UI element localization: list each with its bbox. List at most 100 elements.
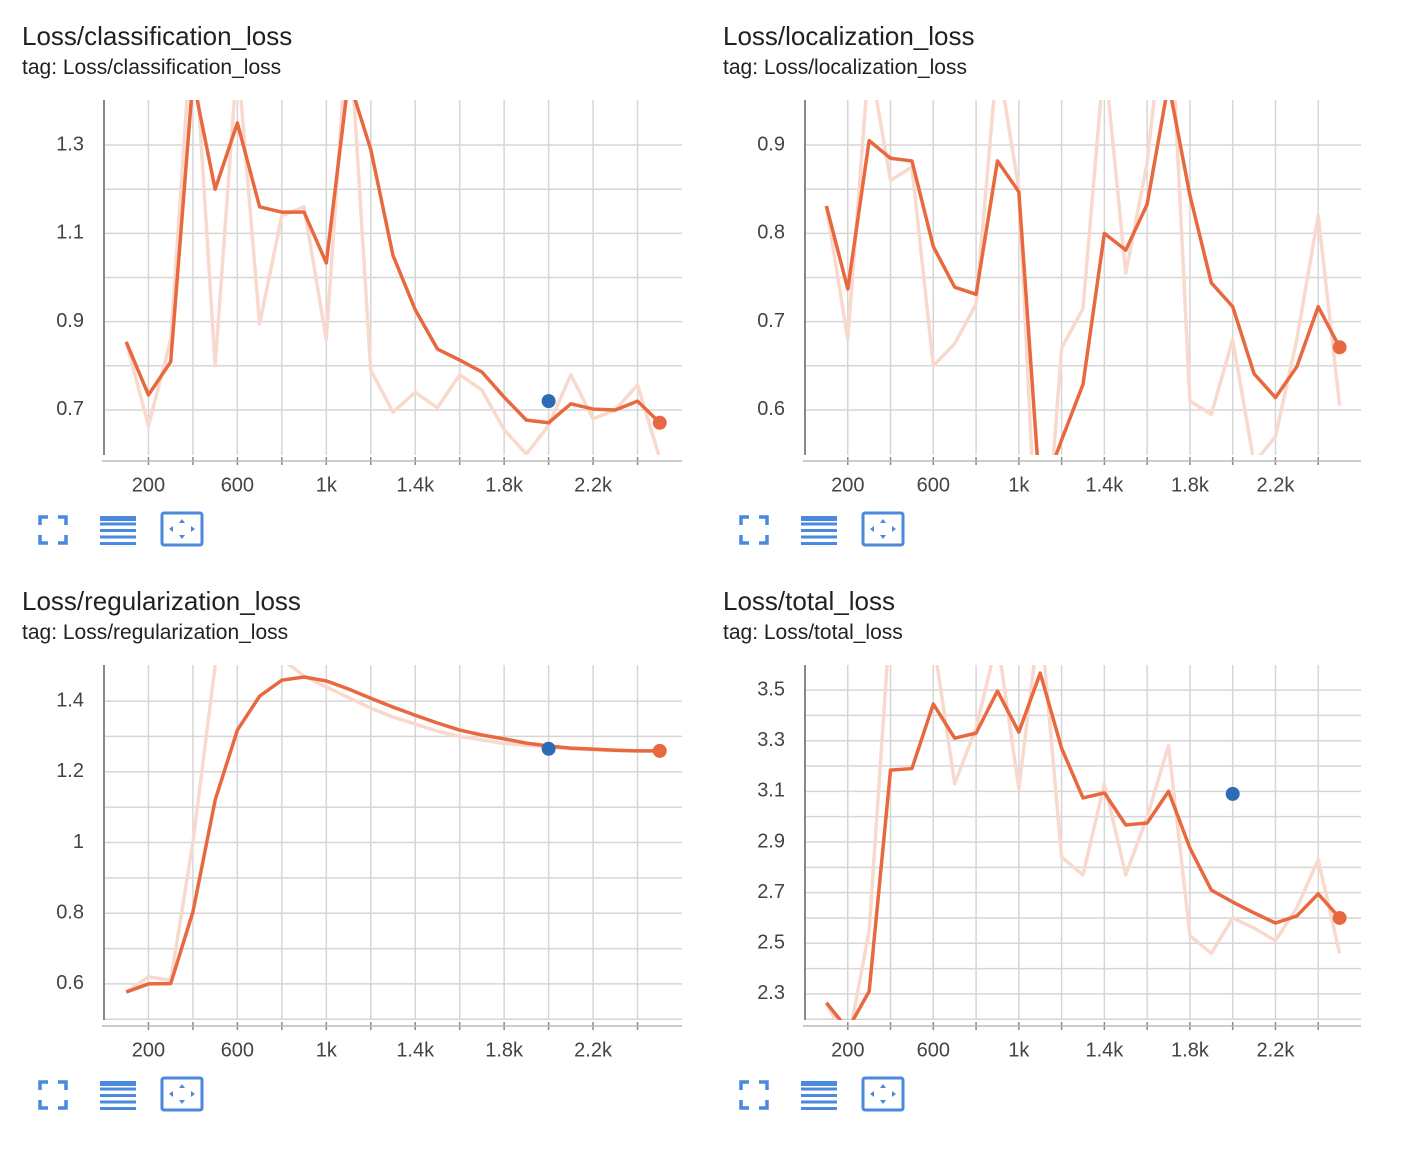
fit-domain-button[interactable] [861, 1076, 905, 1112]
x-tick-label: 600 [917, 1039, 950, 1061]
icon-corner [58, 535, 68, 545]
end-dot [1332, 910, 1347, 925]
y-tick-label: 0.6 [56, 972, 84, 994]
fit-domain-button[interactable] [160, 1076, 204, 1112]
chart-title: Loss/total_loss [723, 586, 895, 616]
icon-arrows [169, 1084, 195, 1104]
icon-corner [759, 515, 769, 525]
icon-frame [160, 511, 204, 547]
x-tick-label: 1k [316, 474, 338, 496]
icon-corner [58, 1080, 68, 1090]
chart-title: Loss/localization_loss [723, 21, 974, 51]
y-tick-label: 2.7 [757, 881, 785, 903]
icon-corner [759, 1080, 769, 1090]
toggle-log-button[interactable] [801, 516, 837, 545]
series-line [824, 665, 1342, 1020]
icon-corner [739, 515, 749, 525]
fullscreen-button[interactable] [38, 515, 68, 545]
plot-area [824, 100, 1342, 455]
icon-bar [100, 1100, 136, 1104]
chart: Loss/classification_loss tag: Loss/classi… [22, 21, 682, 547]
x-tick-label: 2.2k [1257, 474, 1296, 496]
icon-bar [801, 1100, 837, 1104]
icon-corner [58, 515, 68, 525]
fit-domain-button[interactable] [861, 511, 905, 547]
x-tick-label: 2.2k [1257, 1039, 1296, 1061]
y-tick-label: 2.3 [757, 982, 785, 1004]
icon-frame [861, 511, 905, 547]
fullscreen-button[interactable] [739, 515, 769, 545]
toggle-log-button[interactable] [100, 1081, 136, 1110]
icon-bar [100, 516, 136, 521]
chart-subtitle: tag: Loss/localization_loss [723, 56, 967, 79]
end-dot [652, 743, 667, 758]
x-tick-label: 200 [831, 1039, 864, 1061]
y-tick-label: 0.7 [56, 398, 84, 420]
chart-subtitle: tag: Loss/classification_loss [22, 56, 281, 79]
x-tick-label: 1.4k [1085, 1039, 1124, 1061]
x-tick-label: 1.4k [1085, 474, 1124, 496]
y-tick-label: 0.9 [757, 133, 785, 155]
icon-corner [739, 535, 749, 545]
fullscreen-button[interactable] [38, 1080, 68, 1110]
hover-marker [541, 741, 556, 756]
x-tick-label: 600 [221, 1039, 254, 1061]
x-tick-label: 1.8k [485, 1039, 524, 1061]
y-tick-label: 1 [73, 831, 84, 853]
chart-title: Loss/classification_loss [22, 21, 292, 51]
icon-bar [801, 529, 837, 532]
x-tick-label: 2.2k [574, 1039, 613, 1061]
icon-bar [801, 1081, 837, 1086]
chart-subtitle: tag: Loss/total_loss [723, 621, 903, 644]
end-dot [1332, 340, 1347, 355]
toggle-log-button[interactable] [801, 1081, 837, 1110]
plot-area [124, 100, 661, 455]
icon-arrows [870, 1084, 896, 1104]
x-tick-label: 200 [132, 474, 165, 496]
icon-corner [38, 1100, 48, 1110]
series-line [124, 100, 661, 455]
icon-bar [801, 1094, 837, 1097]
x-tick-label: 200 [132, 1039, 165, 1061]
icon-bar [100, 1107, 136, 1110]
x-tick-label: 1.8k [485, 474, 524, 496]
chart: Loss/localization_loss tag: Loss/localiza… [723, 21, 1361, 547]
icon-bar [801, 516, 837, 521]
icon-frame [861, 1076, 905, 1112]
icon-bar [100, 535, 136, 539]
series-line [824, 100, 1342, 455]
y-tick-label: 0.8 [757, 222, 785, 244]
x-tick-label: 1k [1008, 474, 1030, 496]
x-tick-label: 1k [316, 1039, 338, 1061]
y-tick-label: 3.3 [757, 729, 785, 751]
series-line [825, 671, 1341, 1020]
y-tick-label: 3.1 [757, 780, 785, 802]
icon-corner [759, 1100, 769, 1110]
icon-bar [801, 522, 837, 526]
fullscreen-button[interactable] [739, 1080, 769, 1110]
plot-area [824, 665, 1342, 1020]
chart: Loss/total_loss tag: Loss/total_loss 200 60… [723, 586, 1361, 1112]
x-tick-label: 1.4k [396, 1039, 435, 1061]
y-tick-label: 2.5 [757, 932, 785, 954]
y-tick-label: 3.5 [757, 678, 785, 700]
icon-bar [100, 1094, 136, 1097]
y-tick-label: 0.8 [56, 901, 84, 923]
icon-bar [100, 542, 136, 545]
icon-bar [100, 529, 136, 532]
x-tick-label: 1k [1008, 1039, 1030, 1061]
y-tick-label: 0.7 [757, 310, 785, 332]
icon-frame [160, 1076, 204, 1112]
y-tick-label: 0.9 [56, 310, 84, 332]
x-tick-label: 600 [221, 474, 254, 496]
chart-title: Loss/regularization_loss [22, 586, 301, 616]
fit-domain-button[interactable] [160, 511, 204, 547]
x-tick-label: 600 [917, 474, 950, 496]
y-tick-label: 1.4 [56, 689, 84, 711]
series-line [124, 100, 661, 425]
icon-corner [739, 1080, 749, 1090]
x-tick-label: 1.4k [396, 474, 435, 496]
y-tick-label: 1.1 [56, 222, 84, 244]
icon-bar [801, 1087, 837, 1091]
toggle-log-button[interactable] [100, 516, 136, 545]
